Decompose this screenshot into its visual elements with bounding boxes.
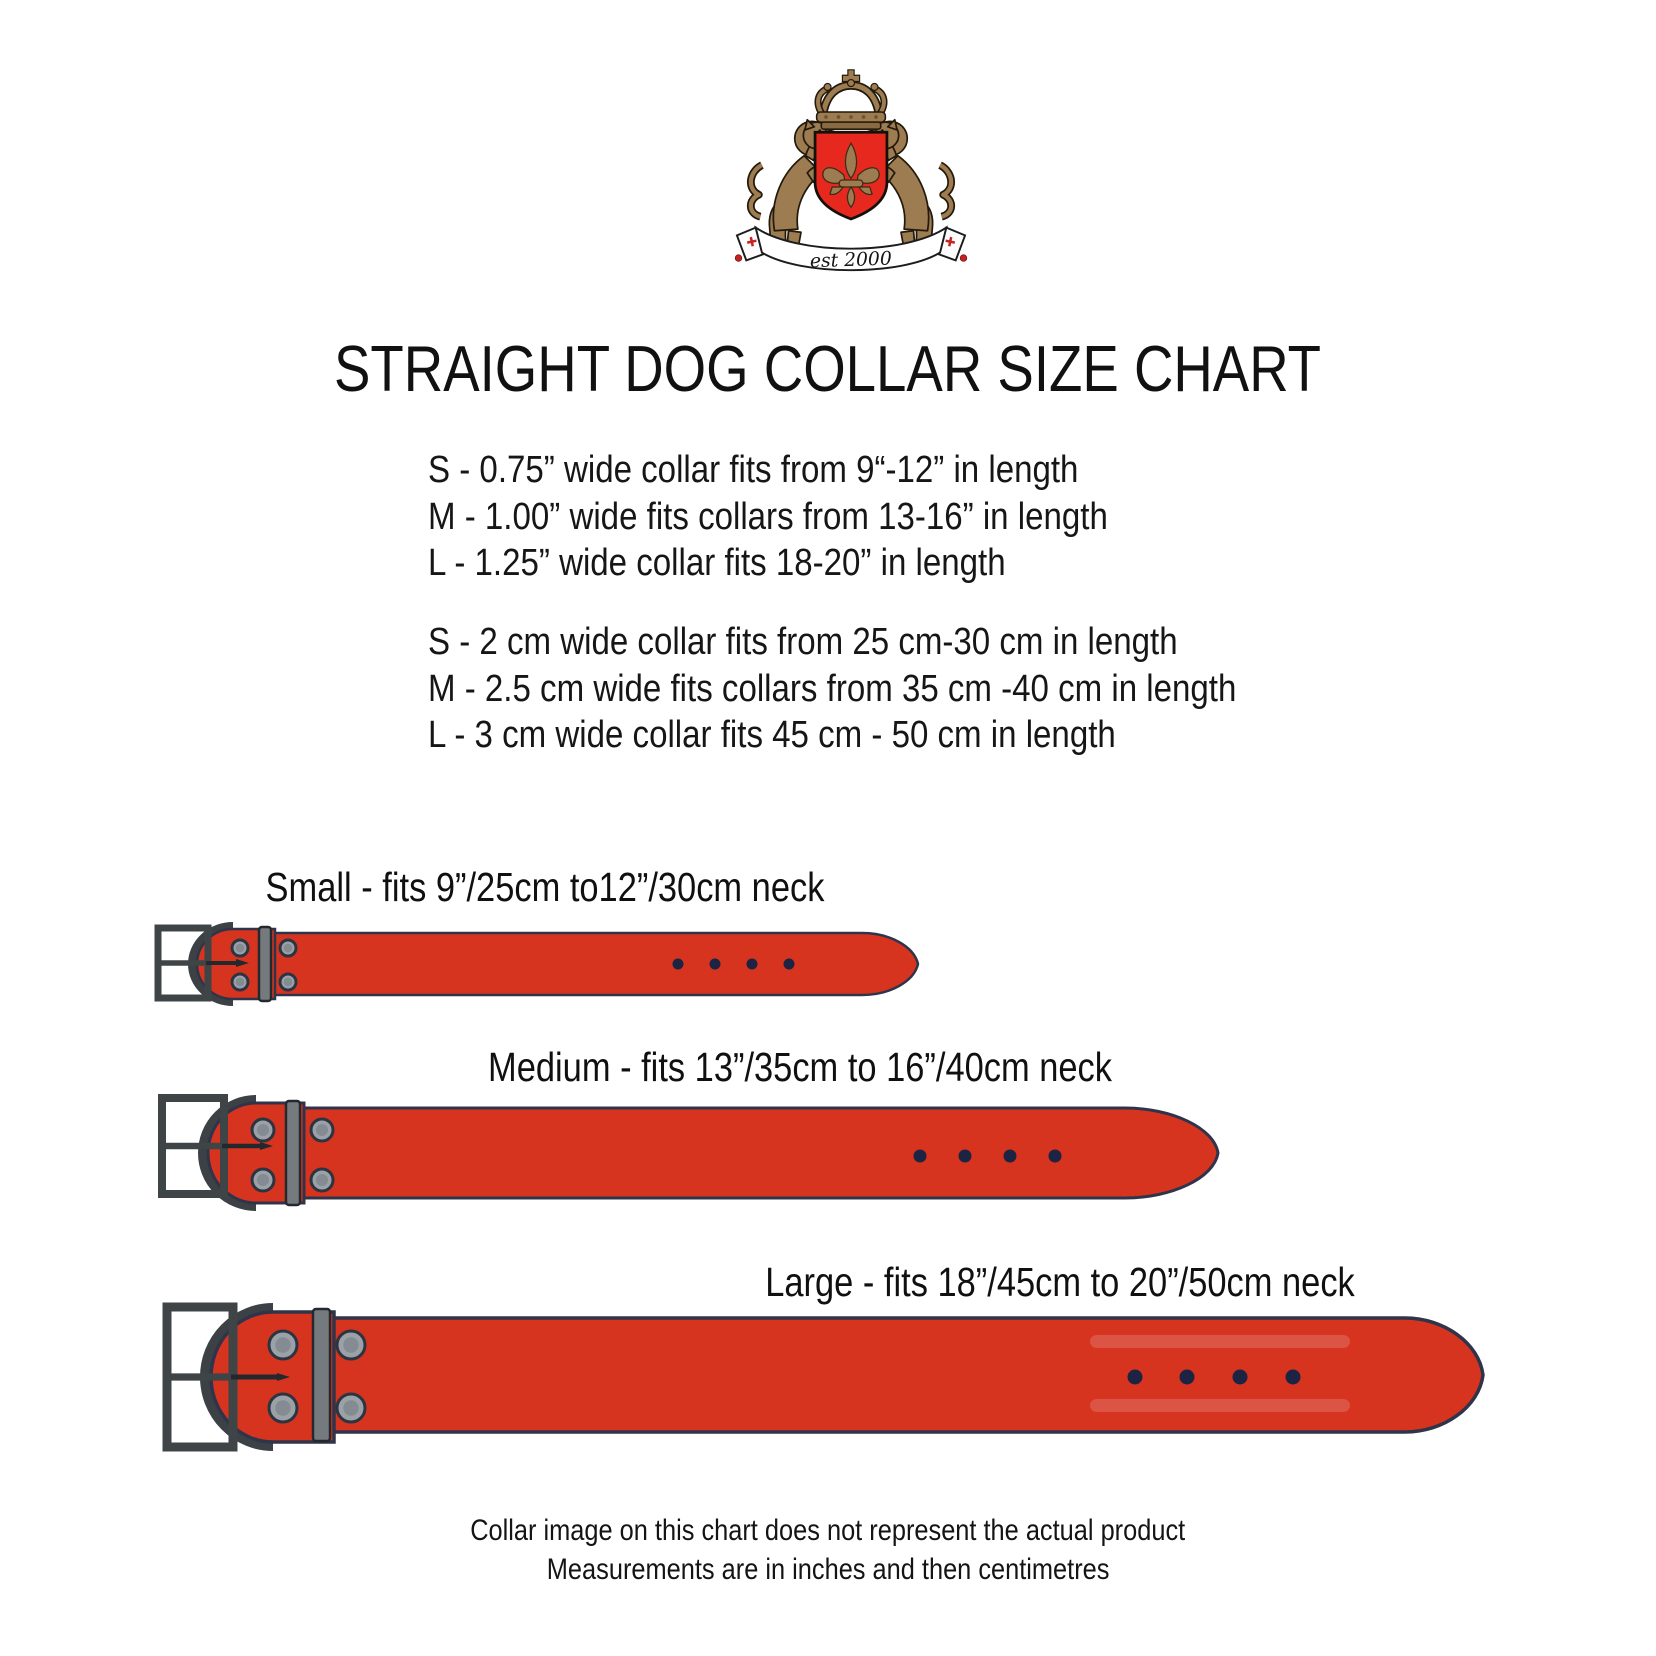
size-list-inches: S - 0.75” wide collar fits from 9“-12” i…	[428, 447, 1209, 587]
banner-ball-icon	[734, 254, 743, 262]
keeper-icon	[257, 925, 273, 1003]
size-line-cm-l: L - 3 cm wide collar fits 45 cm - 50 cm …	[428, 714, 1116, 756]
keeper-icon	[311, 1307, 332, 1443]
prong-tip-icon	[260, 1142, 273, 1150]
collar-hole	[746, 958, 758, 970]
collar-hole	[1127, 1369, 1143, 1385]
banner-cross-icon	[945, 236, 956, 247]
collar-graphic-medium	[158, 1094, 1220, 1211]
collar-label-medium: Medium - fits 13”/35cm to 16”/40cm neck	[488, 1044, 1112, 1090]
size-line-inch-s: S - 0.75” wide collar fits from 9“-12” i…	[428, 449, 1079, 491]
rivet-icon	[283, 943, 293, 953]
size-line-inch-m: M - 1.00” wide fits collars from 13-16” …	[428, 495, 1108, 538]
keeper-icon	[284, 1099, 302, 1207]
stitch-line	[1090, 1335, 1350, 1348]
collar-graphic-small	[154, 922, 920, 1006]
rivet-icon	[315, 1123, 329, 1137]
banner-ball-icon	[959, 254, 968, 262]
rivet-icon	[256, 1173, 270, 1187]
collar-label-small: Small - fits 9”/25cm to12”/30cm neck	[265, 864, 825, 910]
stitch-line	[1090, 1399, 1350, 1412]
collar-hole	[672, 958, 684, 970]
collar-hole	[1179, 1369, 1195, 1385]
rivet-icon	[256, 1123, 270, 1137]
rivet-icon	[275, 1400, 291, 1416]
size-line-inch-l: L - 1.25” wide collar fits 18-20” in len…	[428, 542, 1006, 584]
collar-hole	[1003, 1149, 1017, 1163]
rivet-icon	[235, 943, 245, 953]
footer-line-1: Collar image on this chart does not repr…	[470, 1514, 1186, 1547]
size-list-cm: S - 2 cm wide collar fits from 25 cm-30 …	[428, 619, 1357, 759]
crown-icon	[814, 69, 888, 130]
banner-ribbon: est 2000	[734, 225, 968, 272]
collar-label-large: Large - fits 18”/45cm to 20”/50cm neck	[765, 1259, 1355, 1305]
crest-logo: est 2000	[734, 69, 968, 272]
collar-hole	[1232, 1369, 1248, 1385]
size-line-cm-m: M - 2.5 cm wide fits collars from 35 cm …	[428, 667, 1237, 710]
rivet-icon	[343, 1337, 359, 1353]
rivet-icon	[275, 1337, 291, 1353]
page-title: STRAIGHT DOG COLLAR SIZE CHART	[334, 332, 1322, 405]
d-ring-icon	[198, 1095, 257, 1211]
prong-tip-icon	[236, 959, 249, 967]
rivet-icon	[235, 977, 245, 987]
collar-strap	[231, 931, 920, 997]
collar-hole	[709, 958, 721, 970]
footer-line-2: Measurements are in inches and then cent…	[546, 1553, 1110, 1586]
collar-fold	[206, 1101, 306, 1205]
collar-graphic-large	[162, 1302, 1485, 1452]
collar-strap	[271, 1316, 1485, 1434]
rivet-icon	[343, 1400, 359, 1416]
collar-hole	[783, 958, 795, 970]
size-line-cm-s: S - 2 cm wide collar fits from 25 cm-30 …	[428, 621, 1178, 663]
collar-hole	[958, 1149, 972, 1163]
fleur-de-lis-icon	[822, 142, 880, 209]
footer-note: Collar image on this chart does not repr…	[0, 1511, 1656, 1589]
collar-hole	[1048, 1149, 1062, 1163]
rivet-icon	[315, 1173, 329, 1187]
est-year-text: est 2000	[810, 248, 893, 272]
rivet-icon	[283, 977, 293, 987]
collar-hole	[913, 1149, 927, 1163]
collar-strap	[254, 1106, 1220, 1200]
collar-hole	[1285, 1369, 1301, 1385]
banner-cross-icon	[746, 236, 757, 247]
prong-tip-icon	[277, 1373, 290, 1381]
